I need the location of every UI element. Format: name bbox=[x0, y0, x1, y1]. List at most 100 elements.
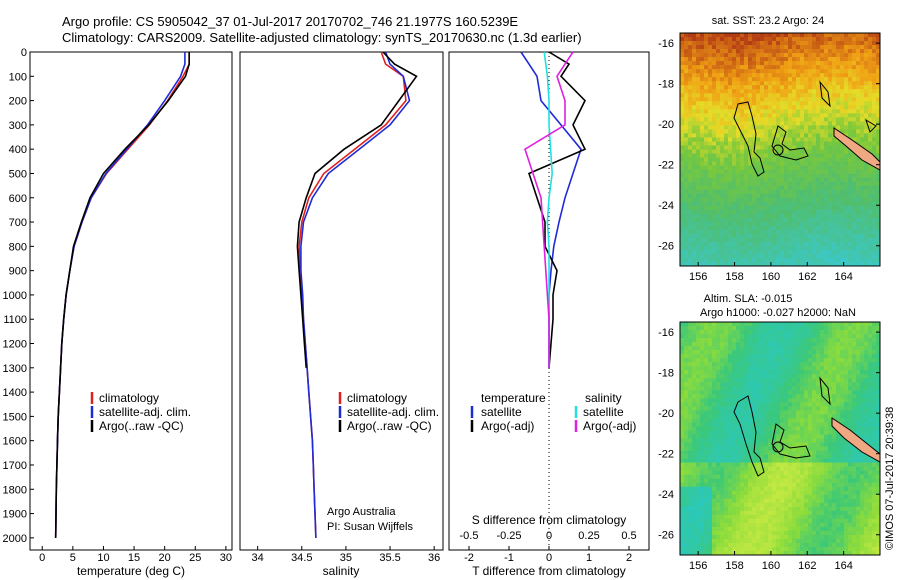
heatmap-cell bbox=[688, 85, 693, 90]
heatmap-cell bbox=[844, 253, 849, 259]
heatmap-cell bbox=[744, 97, 749, 102]
heatmap-cell bbox=[744, 366, 749, 371]
heatmap-cell bbox=[704, 153, 709, 158]
heatmap-cell bbox=[808, 261, 813, 267]
heatmap-cell bbox=[796, 458, 801, 463]
heatmap-cell bbox=[684, 93, 689, 98]
heatmap-cell bbox=[688, 153, 693, 158]
heatmap-cell bbox=[720, 145, 725, 150]
heatmap-cell bbox=[712, 97, 717, 102]
heatmap-cell bbox=[784, 450, 789, 455]
heatmap-cell bbox=[872, 350, 877, 355]
heatmap-cell bbox=[684, 117, 689, 122]
heatmap-cell bbox=[744, 77, 749, 82]
heatmap-cell bbox=[732, 149, 737, 154]
heatmap-cell bbox=[856, 350, 861, 355]
heatmap-cell bbox=[700, 217, 705, 223]
heatmap-cell bbox=[708, 454, 713, 459]
heatmap-cell bbox=[756, 410, 761, 415]
heatmap-cell bbox=[776, 422, 781, 427]
heatmap-cell bbox=[856, 466, 861, 471]
heatmap-cell bbox=[752, 177, 757, 182]
heatmap-cell bbox=[844, 93, 849, 98]
heatmap-cell bbox=[824, 193, 829, 199]
heatmap-cell bbox=[864, 105, 869, 110]
heatmap-cell bbox=[696, 81, 701, 86]
heatmap-cell bbox=[820, 89, 825, 94]
heatmap-cell bbox=[800, 366, 805, 371]
heatmap-cell bbox=[856, 229, 861, 235]
heatmap-cell bbox=[720, 217, 725, 223]
heatmap-cell bbox=[756, 221, 761, 227]
heatmap-cell bbox=[832, 145, 837, 150]
heatmap-cell bbox=[800, 225, 805, 231]
heatmap-cell bbox=[692, 241, 697, 247]
heatmap-cell bbox=[732, 37, 737, 42]
heatmap-cell bbox=[716, 129, 721, 134]
heatmap-cell bbox=[768, 237, 773, 243]
heatmap-cell bbox=[684, 338, 689, 343]
heatmap-cell bbox=[820, 418, 825, 423]
heatmap-cell bbox=[696, 53, 701, 58]
heatmap-cell bbox=[876, 149, 881, 154]
heatmap-cell bbox=[748, 49, 753, 54]
heatmap-cell bbox=[828, 53, 833, 58]
heatmap-cell bbox=[780, 217, 785, 223]
heatmap-cell bbox=[856, 157, 861, 162]
heatmap-cell bbox=[808, 342, 813, 347]
heatmap-cell bbox=[804, 109, 809, 114]
heatmap-cell bbox=[820, 221, 825, 227]
heatmap-cell bbox=[828, 185, 833, 190]
heatmap-cell bbox=[720, 438, 725, 443]
heatmap-cell bbox=[748, 209, 753, 215]
heatmap-cell bbox=[720, 462, 725, 467]
heatmap-cell bbox=[688, 49, 693, 54]
heatmap-cell bbox=[792, 77, 797, 82]
heatmap-cell bbox=[868, 101, 873, 106]
heatmap-cell bbox=[796, 93, 801, 98]
heatmap-cell bbox=[808, 322, 813, 327]
heatmap-cell bbox=[724, 386, 729, 391]
heatmap-cell bbox=[688, 458, 693, 463]
heatmap-cell bbox=[796, 382, 801, 387]
heatmap-cell bbox=[700, 145, 705, 150]
heatmap-cell bbox=[732, 205, 737, 211]
heatmap-cell bbox=[856, 362, 861, 367]
heatmap-cell bbox=[868, 261, 873, 267]
heatmap-cell bbox=[780, 394, 785, 399]
heatmap-cell bbox=[808, 197, 813, 203]
heatmap-cell bbox=[824, 169, 829, 174]
heatmap-cell bbox=[704, 149, 709, 154]
heatmap-cell bbox=[824, 418, 829, 423]
heatmap-cell bbox=[708, 446, 713, 451]
heatmap-cell bbox=[836, 197, 841, 203]
heatmap-cell bbox=[856, 450, 861, 455]
heatmap-cell bbox=[784, 177, 789, 182]
heatmap-cell bbox=[752, 189, 757, 194]
heatmap-cell bbox=[696, 93, 701, 98]
heatmap-cell bbox=[748, 205, 753, 211]
heatmap-cell bbox=[684, 185, 689, 190]
heatmap-cell bbox=[808, 446, 813, 451]
heatmap-cell bbox=[824, 454, 829, 459]
heatmap-cell bbox=[784, 141, 789, 146]
heatmap-cell bbox=[768, 434, 773, 439]
heatmap-cell bbox=[776, 438, 781, 443]
heatmap-cell bbox=[780, 450, 785, 455]
heatmap-cell bbox=[832, 185, 837, 190]
heatmap-cell bbox=[764, 378, 769, 383]
heatmap-cell bbox=[864, 125, 869, 130]
heatmap-cell bbox=[796, 33, 801, 38]
heatmap-cell bbox=[756, 458, 761, 463]
heatmap-cell bbox=[696, 153, 701, 158]
heatmap-cell bbox=[848, 454, 853, 459]
heatmap-cell bbox=[748, 149, 753, 154]
heatmap-cell bbox=[860, 362, 865, 367]
heatmap-cell bbox=[760, 474, 765, 479]
heatmap-cell bbox=[800, 402, 805, 407]
heatmap-cell bbox=[876, 358, 881, 363]
heatmap-cell bbox=[844, 261, 849, 267]
heatmap-cell bbox=[724, 414, 729, 419]
heatmap-cell bbox=[788, 442, 793, 447]
heatmap-cell bbox=[796, 121, 801, 126]
